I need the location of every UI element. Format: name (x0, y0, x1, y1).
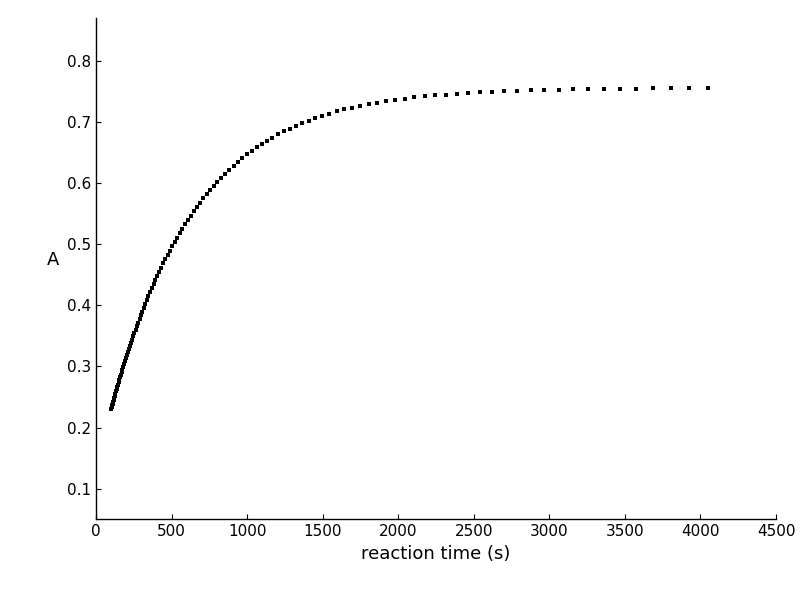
Y-axis label: A: A (47, 251, 59, 269)
X-axis label: reaction time (s): reaction time (s) (362, 545, 510, 563)
